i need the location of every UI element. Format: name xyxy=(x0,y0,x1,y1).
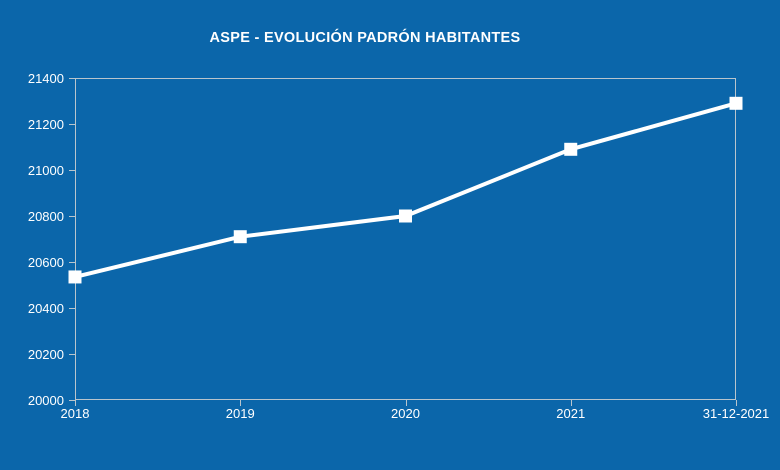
x-axis-tick xyxy=(570,400,572,406)
x-axis-tick-label: 2021 xyxy=(556,406,586,421)
y-axis-tick-label: 20800 xyxy=(27,208,64,224)
data-point-marker xyxy=(564,142,578,156)
x-axis-tick-label: 31-12-2021 xyxy=(702,406,770,421)
y-axis-tick xyxy=(69,216,75,217)
x-axis-tick xyxy=(240,400,242,406)
y-axis-tick-label: 21400 xyxy=(27,70,64,86)
x-axis-tick-label: 2018 xyxy=(60,406,90,421)
y-axis-tick xyxy=(69,170,75,171)
y-axis-tick xyxy=(69,354,75,355)
y-axis-tick xyxy=(69,262,75,263)
data-point-marker xyxy=(729,96,743,110)
x-axis-tick xyxy=(405,400,407,406)
data-point-marker xyxy=(233,230,247,244)
data-point-marker xyxy=(68,270,82,284)
y-axis-tick-label: 20000 xyxy=(27,392,64,408)
series-line xyxy=(74,101,737,279)
y-axis-tick xyxy=(69,124,75,125)
y-axis-tick xyxy=(69,78,75,79)
chart-title: ASPE - EVOLUCIÓN PADRÓN HABITANTES xyxy=(209,30,521,46)
x-axis-tick xyxy=(75,400,76,406)
x-axis-tick-label: 2020 xyxy=(391,406,420,421)
line-series-canvas xyxy=(68,96,743,284)
y-axis-tick-label: 20400 xyxy=(27,300,64,316)
y-axis-tick xyxy=(69,308,75,309)
y-axis-tick-label: 21200 xyxy=(27,116,64,132)
data-point-marker xyxy=(399,209,412,223)
y-axis-tick-label: 21000 xyxy=(27,162,64,178)
x-axis-tick-label: 2019 xyxy=(225,406,255,421)
y-axis-tick-label: 20600 xyxy=(27,254,64,270)
y-axis-tick xyxy=(69,400,75,401)
x-axis-tick xyxy=(736,400,737,406)
plot-area xyxy=(75,78,736,400)
y-axis-tick-label: 20200 xyxy=(27,346,64,362)
